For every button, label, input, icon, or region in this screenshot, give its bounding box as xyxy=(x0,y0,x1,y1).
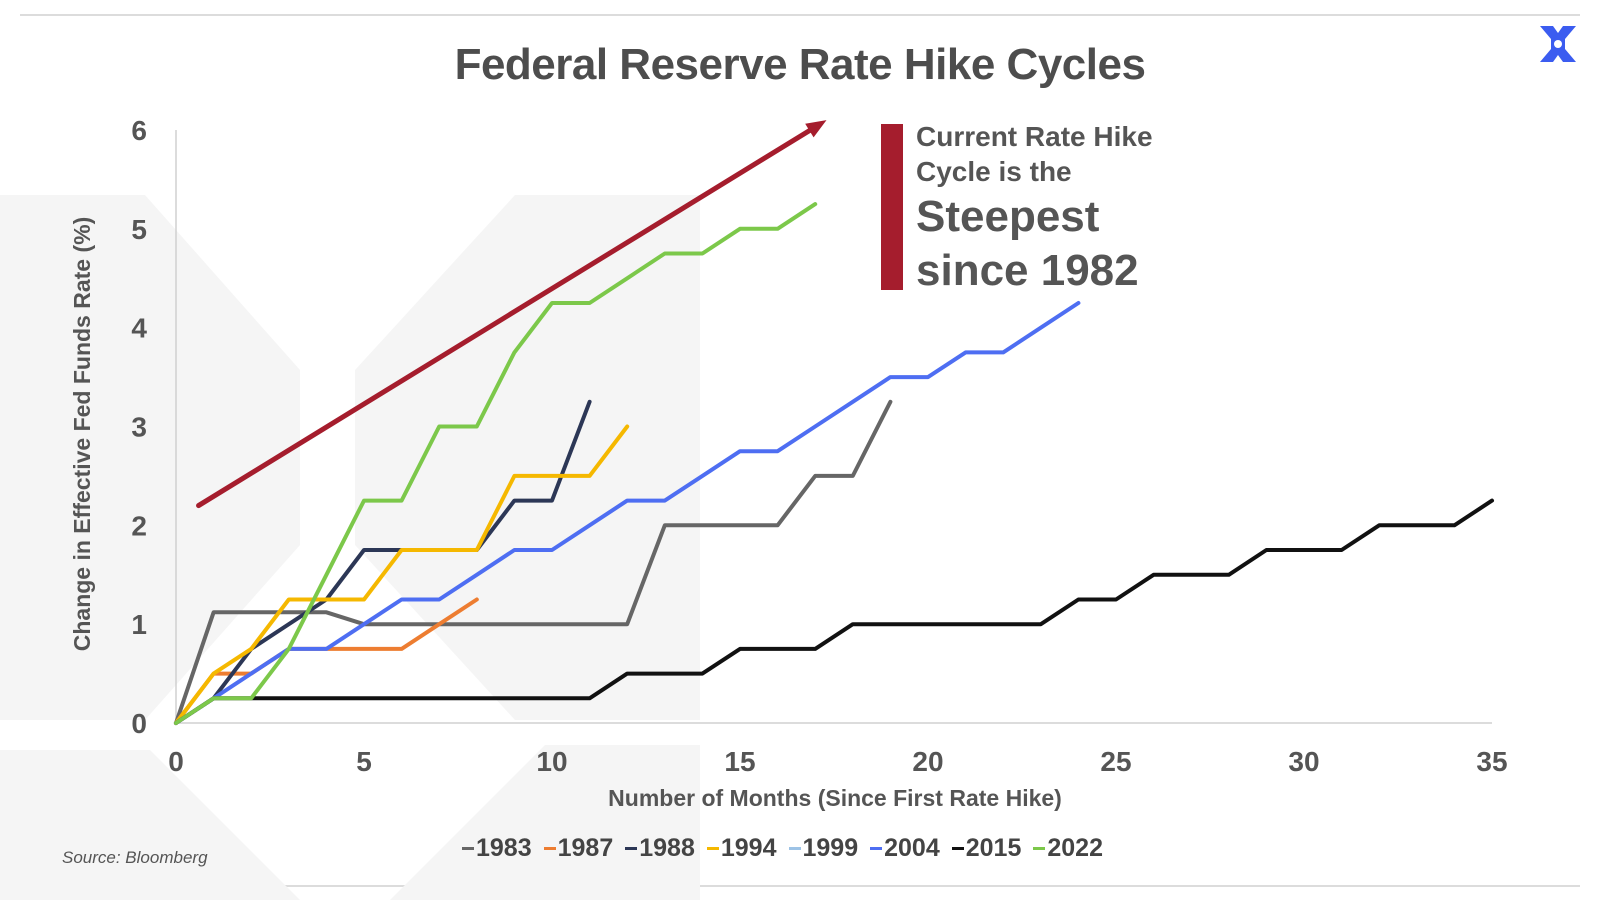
x-tick-label: 25 xyxy=(1100,746,1131,777)
legend-item-1994: 1994 xyxy=(706,834,777,863)
series-line-1987 xyxy=(174,597,479,725)
annotation-line-4: since 1982 xyxy=(916,246,1139,295)
x-tick-label: 20 xyxy=(912,746,943,777)
legend-label: 1999 xyxy=(802,834,859,862)
y-tick-label: 3 xyxy=(131,412,147,443)
legend-item-2022: 2022 xyxy=(1033,834,1103,863)
series-line-1988 xyxy=(174,399,592,725)
y-tick-label: 2 xyxy=(131,510,147,541)
annotation-bar xyxy=(881,124,903,290)
x-logo-icon xyxy=(1540,26,1576,62)
y-tick-label: 5 xyxy=(131,214,147,245)
x-tick-label: 5 xyxy=(356,746,372,777)
chart-legend: 1983 1987 1988 1994 1999 2004 2015 2022 xyxy=(462,834,1103,863)
legend-label: 2015 xyxy=(965,834,1022,862)
top-divider xyxy=(20,14,1580,16)
legend-label: 1983 xyxy=(476,834,532,862)
legend-label: 1987 xyxy=(557,834,614,862)
series-line-1994 xyxy=(174,424,630,725)
legend-swatch xyxy=(951,847,964,850)
legend-swatch xyxy=(543,847,556,850)
series-line-2015 xyxy=(174,498,1494,725)
legend-swatch xyxy=(870,847,883,850)
legend-swatch xyxy=(625,847,638,850)
y-tick-label: 6 xyxy=(131,115,147,146)
trend-arrow-line xyxy=(196,128,812,509)
legend-label: 1994 xyxy=(720,834,777,862)
legend-item-1987: 1987 xyxy=(543,834,614,863)
bottom-divider xyxy=(20,885,1580,887)
legend-item-2004: 2004 xyxy=(870,834,940,863)
y-tick-label: 0 xyxy=(131,708,147,739)
x-tick-label: 0 xyxy=(168,746,184,777)
annotation-line-1: Current Rate Hike xyxy=(916,121,1153,152)
annotation-line-3: Steepest xyxy=(916,192,1100,241)
legend-item-1988: 1988 xyxy=(625,834,695,863)
legend-swatch xyxy=(1033,847,1046,850)
x-axis-label: Number of Months (Since First Rate Hike) xyxy=(608,785,1062,811)
legend-label: 2004 xyxy=(884,834,940,862)
legend-label: 1988 xyxy=(639,834,695,862)
legend-item-1999: 1999 xyxy=(788,834,859,863)
legend-label: 2022 xyxy=(1047,834,1103,862)
x-tick-label: 15 xyxy=(724,746,755,777)
source-note: Source: Bloomberg xyxy=(62,848,208,867)
chart-title: Federal Reserve Rate Hike Cycles xyxy=(454,40,1146,89)
legend-swatch xyxy=(462,847,474,850)
y-tick-label: 1 xyxy=(131,609,147,640)
annotation-line-2: Cycle is the xyxy=(916,156,1072,187)
legend-item-1983: 1983 xyxy=(462,834,532,863)
x-tick-label: 35 xyxy=(1476,746,1507,777)
legend-item-2015: 2015 xyxy=(951,834,1022,863)
series-line-2004 xyxy=(174,301,1081,725)
legend-swatch xyxy=(706,847,719,850)
y-axis-label: Change in Effective Fed Funds Rate (%) xyxy=(69,217,95,652)
x-tick-label: 30 xyxy=(1288,746,1319,777)
series-line-1983 xyxy=(174,399,893,725)
y-tick-label: 4 xyxy=(131,313,147,344)
x-tick-label: 10 xyxy=(536,746,567,777)
series-line-2022 xyxy=(174,202,818,725)
legend-swatch xyxy=(788,847,801,850)
trend-arrow-head xyxy=(805,120,827,138)
